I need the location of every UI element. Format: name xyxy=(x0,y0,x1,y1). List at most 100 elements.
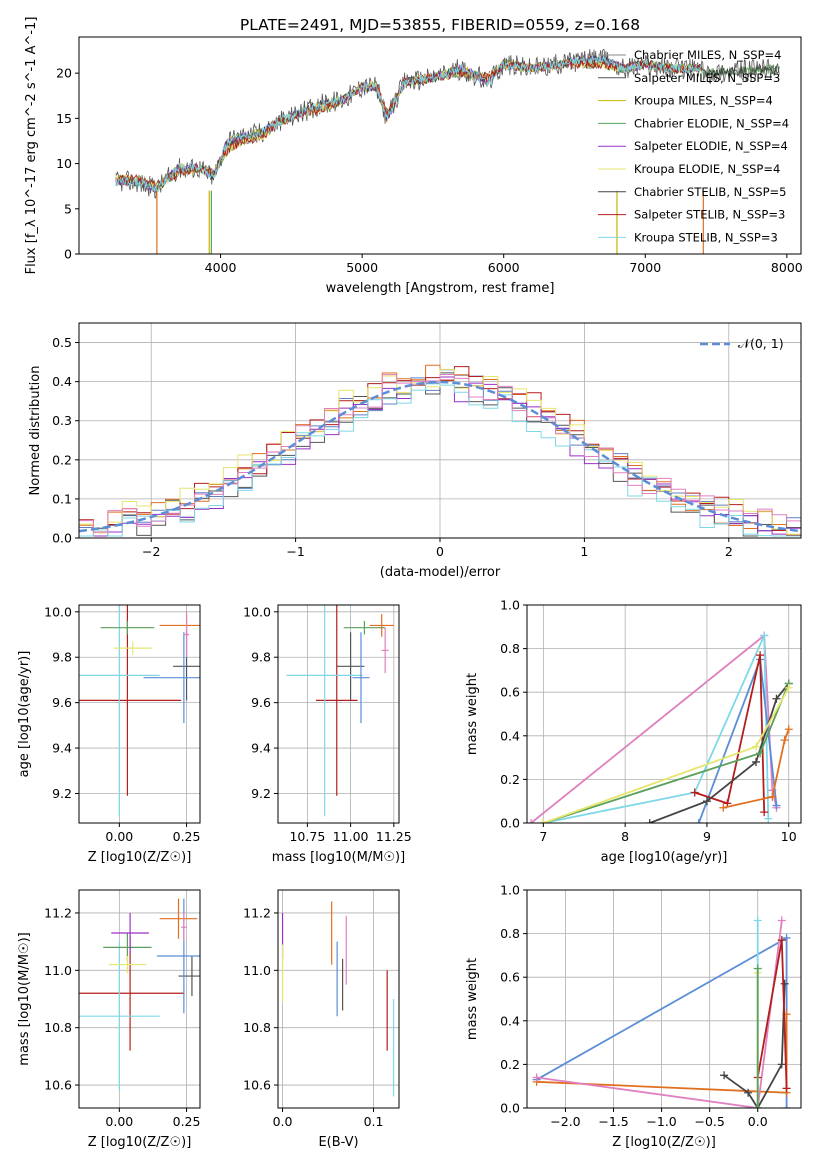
y-axis-label: age [log10(age/yr)] xyxy=(17,651,32,778)
axes-frame xyxy=(78,604,201,824)
x-axis-label: (data-model)/error xyxy=(380,565,501,580)
x-tick-label: 2 xyxy=(725,544,733,559)
weight-marker xyxy=(752,757,761,766)
y-tick-label: 10.0 xyxy=(243,604,271,619)
weight-marker xyxy=(702,797,711,806)
massweight_vs_age-plot-area xyxy=(527,631,793,823)
legend-label: Kroupa ELODIE, N_SSP=4 xyxy=(634,162,780,176)
y-tick-label: 11.0 xyxy=(243,963,271,978)
errorbar-point xyxy=(113,641,152,655)
y-tick-label: 11.2 xyxy=(44,905,72,920)
errorbar-point xyxy=(178,955,200,997)
weight-marker xyxy=(753,916,762,925)
x-tick-label: 0.0 xyxy=(748,1114,768,1129)
x-tick-label: 0.00 xyxy=(105,1114,133,1129)
y-tick-label: 0.3 xyxy=(52,413,72,428)
y-tick-label: 20 xyxy=(56,66,72,81)
x-tick-label: 7 xyxy=(539,829,547,844)
massweight_vs_Z-plot-area xyxy=(532,916,791,1108)
weight-marker xyxy=(777,1060,786,1069)
y-axis-label: mass [log10(M/M☉)] xyxy=(17,932,32,1065)
x-tick-label: −2 xyxy=(142,544,160,559)
y-tick-label: 11.0 xyxy=(44,963,72,978)
x-tick-label: 0.1 xyxy=(364,1114,384,1129)
weight-marker xyxy=(768,792,777,801)
weight-marker xyxy=(784,725,793,734)
spectrum-plot-area xyxy=(115,49,780,254)
legend-label: Kroupa MILES, N_SSP=4 xyxy=(634,94,773,108)
weight-marker xyxy=(780,979,789,988)
errorbar-point xyxy=(369,614,394,637)
age_vs_Z-panel: 0.00 0.25 9.2 9.4 9.6 9.8 10.0 Z [log10(Z/Z☉)] a… xyxy=(17,604,201,865)
axes-frame xyxy=(526,604,802,824)
y-tick-label: 0.0 xyxy=(500,1101,520,1116)
x-axis-label: Z [log10(Z/Z☉)] xyxy=(88,1135,192,1150)
weight-marker xyxy=(744,1088,753,1097)
weight-marker xyxy=(780,736,789,745)
x-tick-label: 7000 xyxy=(629,260,661,275)
x-tick-label: 0.25 xyxy=(173,1114,201,1129)
x-tick-label: 11.25 xyxy=(376,829,412,844)
age_vs_mass-plot-area xyxy=(286,605,394,817)
errorbar-point xyxy=(316,605,358,796)
axes-frame xyxy=(277,889,400,1109)
y-tick-label: 15 xyxy=(56,111,72,126)
x-tick-label: 0.00 xyxy=(105,829,133,844)
weight-line xyxy=(536,920,783,1108)
y-tick-label: 5 xyxy=(64,201,72,216)
weight-marker xyxy=(772,694,781,703)
legend-label: Chabrier MILES, N_SSP=4 xyxy=(634,48,781,62)
x-tick-label: 11.00 xyxy=(333,829,369,844)
legend-label: Kroupa STELIB, N_SSP=3 xyxy=(634,230,778,244)
x-axis-label: mass [log10(M/M☉)] xyxy=(272,850,405,865)
weight-marker xyxy=(764,814,773,823)
x-tick-label: 0 xyxy=(436,544,444,559)
weight-marker xyxy=(760,808,769,817)
weight-marker xyxy=(753,964,762,973)
y-axis-label: mass weight xyxy=(465,673,480,755)
legend-label: Salpeter MILES, N_SSP=3 xyxy=(634,71,780,85)
y-tick-label: 0.4 xyxy=(500,1013,520,1028)
errorbar-point xyxy=(343,620,386,635)
errorbar-point xyxy=(111,912,149,954)
massweight_vs_age-panel: 7 8 9 10 0.0 0.2 0.4 0.6 0.8 1.0 age [log10(age/yr… xyxy=(465,598,802,865)
x-tick-label: 1 xyxy=(580,544,588,559)
weight-line xyxy=(723,983,786,1108)
y-tick-label: 1.0 xyxy=(500,598,520,613)
x-tick-label: −2.0 xyxy=(550,1114,580,1129)
x-tick-label: 0.25 xyxy=(173,829,201,844)
errorbar-point xyxy=(381,627,389,674)
spectrum-line xyxy=(115,55,703,193)
axes-frame xyxy=(277,604,400,824)
x-tick-label: 10.75 xyxy=(289,829,325,844)
y-tick-label: 9.4 xyxy=(52,741,72,756)
x-tick-label: 8000 xyxy=(771,260,803,275)
y-tick-label: 10.0 xyxy=(44,604,72,619)
y-tick-label: 0.6 xyxy=(500,970,520,985)
y-tick-label: 9.8 xyxy=(251,650,271,665)
y-tick-label: 1.0 xyxy=(500,883,520,898)
residual_distribution-panel: 𝒩(0, 1) −2 −1 0 1 2 0.0 0.1 0.2 0.3 0.4 0.5 (data-mo… xyxy=(28,322,802,580)
weight-marker xyxy=(645,819,654,823)
spectrum-panel: Chabrier MILES, N_SSP=4 Salpeter MILES, N… xyxy=(24,17,803,296)
figure-title: PLATE=2491, MJD=53855, FIBERID=0559, z=0… xyxy=(240,16,640,34)
weight-marker xyxy=(782,1104,791,1108)
histogram-step xyxy=(79,374,801,533)
y-axis-label: mass weight xyxy=(465,958,480,1040)
axes-frame xyxy=(78,889,201,1109)
x-axis-label: wavelength [Angstrom, rest frame] xyxy=(326,281,555,296)
weight-marker xyxy=(756,651,765,660)
x-axis-label: age [log10(age/yr)] xyxy=(601,850,728,865)
errorbar-point xyxy=(159,898,198,939)
x-axis-label: Z [log10(Z/Z☉)] xyxy=(612,1135,716,1150)
errorbar-point xyxy=(181,912,187,942)
weight-line xyxy=(530,633,778,823)
x-tick-label: 10 xyxy=(781,829,797,844)
y-tick-label: 10.6 xyxy=(243,1078,271,1093)
weight-line xyxy=(723,728,790,809)
normal-curve xyxy=(79,380,801,533)
weight-marker xyxy=(782,933,791,942)
y-tick-label: 0.8 xyxy=(500,926,520,941)
errorbar-point xyxy=(79,941,160,1091)
weight-marker xyxy=(784,683,793,692)
